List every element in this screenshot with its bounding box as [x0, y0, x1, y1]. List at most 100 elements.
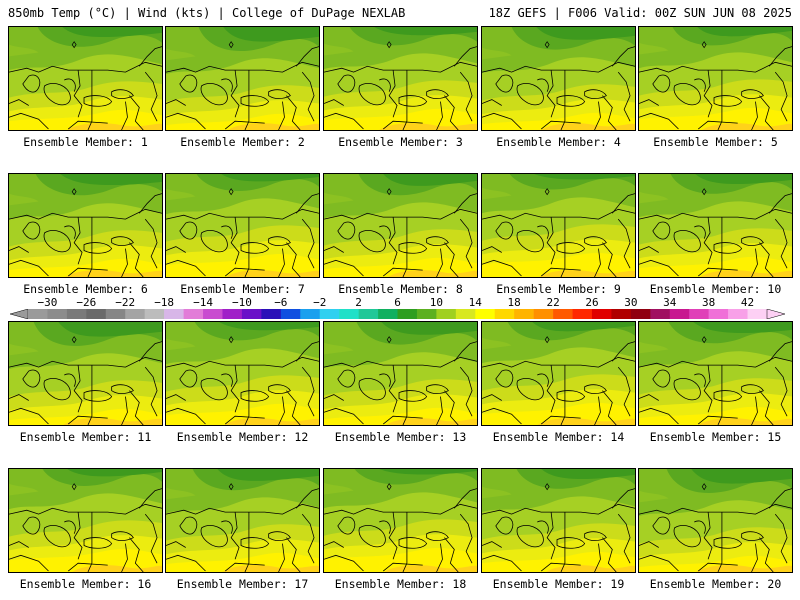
colorbar-segment — [630, 309, 651, 319]
colorbar-segment — [455, 309, 476, 319]
colorbar-segment — [728, 309, 748, 319]
ensemble-member-label: Ensemble Member: 14 — [492, 430, 625, 444]
ensemble-member-map — [638, 321, 793, 426]
colorbar-tick-label: 2 — [355, 296, 362, 309]
ensemble-member-map — [638, 173, 793, 278]
ensemble-member-map — [165, 26, 320, 131]
ensemble-member-map — [8, 321, 163, 426]
colorbar-segment — [105, 309, 126, 319]
colorbar-segment — [436, 309, 457, 319]
ensemble-member-map — [481, 468, 636, 573]
colorbar-segment — [591, 309, 612, 319]
ensemble-member-map — [481, 173, 636, 278]
ensemble-member-label: Ensemble Member: 16 — [19, 577, 152, 591]
colorbar-segment — [378, 309, 398, 319]
ensemble-member-label: Ensemble Member: 8 — [338, 282, 463, 296]
colorbar-segment — [669, 309, 690, 319]
ensemble-member-map — [165, 173, 320, 278]
colorbar-segment — [747, 309, 768, 319]
colorbar-tick-label: −26 — [76, 296, 97, 309]
ensemble-member-label: Ensemble Member: 20 — [649, 577, 782, 591]
colorbar-tick-label: 22 — [546, 296, 560, 309]
colorbar-segment — [222, 309, 243, 319]
colorbar-segment — [553, 309, 573, 319]
colorbar-segment — [416, 309, 437, 319]
colorbar-left-arrow — [10, 309, 29, 319]
colorbar-segment — [475, 309, 496, 319]
ensemble-member-label: Ensemble Member: 6 — [23, 282, 148, 296]
colorbar-tick-label: −14 — [193, 296, 213, 309]
ensemble-member-label: Ensemble Member: 10 — [649, 282, 782, 296]
colorbar-tick-label: −30 — [37, 296, 58, 309]
colorbar-segment — [319, 309, 340, 319]
ensemble-member-map — [481, 26, 636, 131]
colorbar-segment — [358, 309, 379, 319]
colorbar-tick-label: 10 — [429, 296, 444, 309]
colorbar-segment — [144, 309, 165, 319]
colorbar-tick-label: −18 — [154, 296, 175, 309]
colorbar-tick-label: 42 — [740, 296, 755, 309]
colorbar-tick-label: 34 — [663, 296, 677, 309]
colorbar-segment — [203, 309, 223, 319]
colorbar-segment — [572, 309, 593, 319]
colorbar-tick-label: −10 — [231, 296, 252, 309]
colorbar-segment — [650, 309, 671, 319]
ensemble-member-label: Ensemble Member: 17 — [176, 577, 309, 591]
ensemble-member-label: Ensemble Member: 4 — [496, 135, 621, 149]
colorbar-segment — [494, 309, 515, 319]
colorbar-segment — [86, 309, 107, 319]
ensemble-member-label: Ensemble Member: 12 — [176, 430, 309, 444]
ensemble-member-label: Ensemble Member: 3 — [338, 135, 463, 149]
ensemble-member-map — [323, 173, 478, 278]
colorbar-tick-labels: −30 −26 −22 −18 −14 −10 −6 −2 2 6 10 14 18 22 26 30 34 38… — [0, 296, 800, 309]
colorbar-segment — [300, 309, 321, 319]
ensemble-member-map — [8, 26, 163, 131]
colorbar-segment — [28, 309, 48, 319]
ensemble-member-label: Ensemble Member: 2 — [180, 135, 305, 149]
temperature-colorbar — [10, 309, 785, 319]
colorbar-tick-label: 30 — [624, 296, 638, 309]
title-right: 18Z GEFS | F006 Valid: 00Z SUN JUN 08 20… — [488, 6, 792, 20]
title-left: 850mb Temp (°C) | Wind (kts) | College o… — [8, 6, 406, 20]
ensemble-member-label: Ensemble Member: 1 — [23, 135, 148, 149]
ensemble-member-map — [165, 468, 320, 573]
ensemble-member-label: Ensemble Member: 7 — [180, 282, 305, 296]
colorbar-segment — [514, 309, 534, 319]
ensemble-member-label: Ensemble Member: 5 — [653, 135, 778, 149]
ensemble-member-label: Ensemble Member: 9 — [496, 282, 621, 296]
colorbar-segment — [66, 309, 87, 319]
ensemble-member-map — [165, 321, 320, 426]
colorbar-segment — [708, 309, 729, 319]
colorbar-tick-label: −22 — [115, 296, 136, 309]
colorbar-tick-label: 26 — [585, 296, 599, 309]
colorbar-segment — [397, 309, 418, 319]
ensemble-member-map — [323, 321, 478, 426]
ensemble-member-label: Ensemble Member: 19 — [492, 577, 625, 591]
colorbar-segment — [280, 309, 301, 319]
colorbar-segment — [533, 309, 554, 319]
colorbar-segment — [125, 309, 145, 319]
ensemble-member-map — [8, 173, 163, 278]
colorbar-tick-label: 6 — [394, 296, 401, 309]
colorbar-segment — [183, 309, 204, 319]
ensemble-member-map — [323, 26, 478, 131]
colorbar-right-arrow — [766, 309, 785, 319]
colorbar-tick-label: 38 — [702, 296, 716, 309]
ensemble-member-map — [481, 321, 636, 426]
colorbar-tick-label: −6 — [274, 296, 288, 309]
colorbar-segment — [611, 309, 632, 319]
ensemble-member-map — [323, 468, 478, 573]
ensemble-member-label: Ensemble Member: 15 — [649, 430, 782, 444]
ensemble-member-map — [8, 468, 163, 573]
ensemble-member-map — [638, 26, 793, 131]
colorbar-tick-label: 14 — [468, 296, 482, 309]
colorbar-segment — [241, 309, 262, 319]
colorbar-segment — [47, 309, 68, 319]
ensemble-member-label: Ensemble Member: 18 — [334, 577, 467, 591]
ensemble-member-label: Ensemble Member: 13 — [334, 430, 467, 444]
colorbar-segment — [339, 309, 359, 319]
colorbar-tick-label: −2 — [313, 296, 327, 309]
colorbar-segment — [261, 309, 282, 319]
ensemble-member-map — [638, 468, 793, 573]
colorbar-tick-label: 18 — [507, 296, 521, 309]
